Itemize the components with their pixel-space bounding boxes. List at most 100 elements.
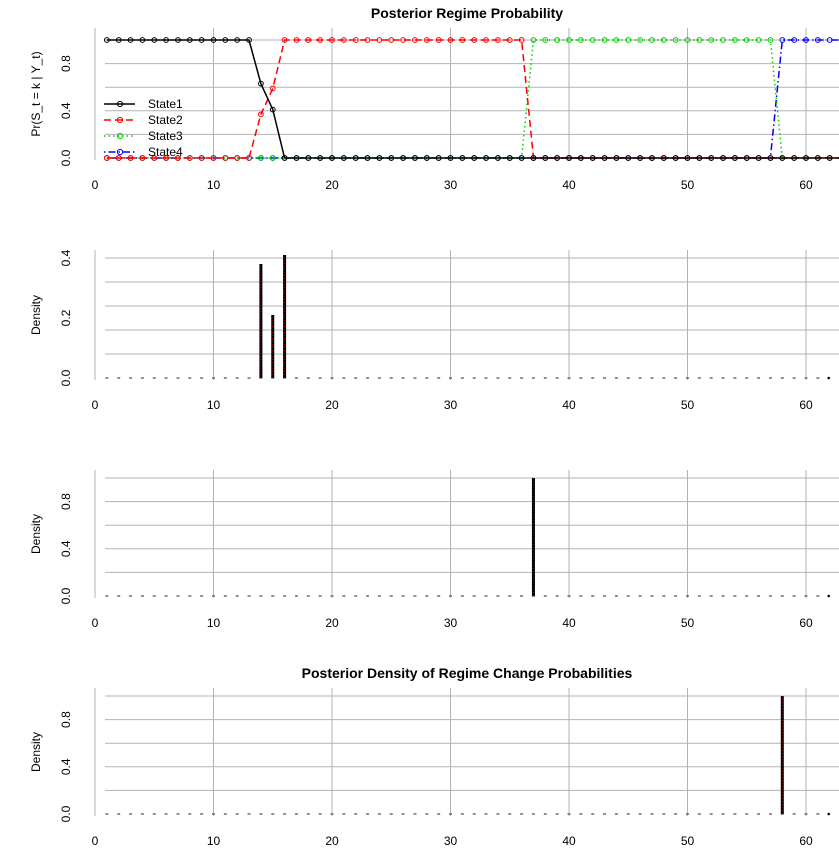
data-point <box>447 155 454 161</box>
data-point <box>637 37 643 43</box>
x-tick-label: 50 <box>681 616 695 630</box>
panel-3: 0 10 20 30 40 50 60 0.0 0.4 0.8 Density <box>29 470 839 630</box>
x-tick-label: 10 <box>207 616 221 630</box>
data-point <box>684 155 691 161</box>
data-point <box>506 37 513 43</box>
data-point <box>175 155 181 161</box>
data-point <box>103 155 110 161</box>
x-tick-label: 60 <box>799 616 813 630</box>
x-tick-label: 0 <box>92 398 99 412</box>
data-point <box>127 155 134 161</box>
data-point <box>826 155 833 161</box>
data-point <box>163 37 170 43</box>
x-tick-label: 40 <box>562 398 576 412</box>
data-point <box>660 155 667 161</box>
x-tick-label: 60 <box>799 398 813 412</box>
x-tick-label: 50 <box>681 178 695 192</box>
data-point <box>317 155 324 161</box>
y-axis-label: Pr(S_t = k | Y_t) <box>29 51 43 136</box>
data-point <box>447 37 454 43</box>
legend-label: State3 <box>148 129 183 143</box>
data-point <box>743 155 750 161</box>
data-point <box>577 155 584 161</box>
data-point <box>246 37 252 43</box>
data-point <box>175 37 181 43</box>
data-point <box>791 155 798 161</box>
data-point <box>755 155 762 161</box>
data-point <box>601 155 608 161</box>
data-point <box>388 155 395 161</box>
data-point <box>530 155 537 161</box>
data-point <box>613 155 620 161</box>
x-tick-label: 0 <box>92 834 99 848</box>
data-point <box>554 37 561 43</box>
data-point <box>269 106 276 113</box>
data-point <box>412 155 418 161</box>
data-point <box>708 37 715 43</box>
data-point <box>720 37 726 43</box>
data-point <box>696 155 703 161</box>
data-point <box>234 37 241 43</box>
y-axis-label: Density <box>29 514 43 554</box>
series-line <box>106 39 839 159</box>
data-point <box>186 155 193 161</box>
data-point <box>506 155 513 161</box>
data-point <box>720 155 726 161</box>
data-point <box>340 155 347 161</box>
data-point <box>400 37 407 43</box>
overflow-dot <box>827 376 830 380</box>
y-tick-label: 0.8 <box>59 711 73 728</box>
data-point <box>814 155 821 161</box>
data-point <box>743 37 750 43</box>
x-tick-label: 30 <box>444 834 458 848</box>
data-point <box>186 37 193 43</box>
y-tick-label: 0.4 <box>59 102 73 119</box>
x-tick-label: 30 <box>444 616 458 630</box>
data-point <box>317 37 324 43</box>
x-tick-label: 40 <box>562 178 576 192</box>
data-point <box>660 37 667 43</box>
data-point <box>305 155 312 161</box>
x-tick-label: 40 <box>562 616 576 630</box>
data-point <box>779 155 786 161</box>
data-point <box>672 37 679 43</box>
data-point <box>708 155 715 161</box>
overflow-dot <box>827 594 830 598</box>
data-point <box>210 155 217 161</box>
data-point <box>791 37 798 43</box>
data-point <box>258 111 264 118</box>
data-point <box>435 155 442 161</box>
data-point <box>696 37 703 43</box>
data-point <box>163 155 170 161</box>
data-point <box>779 37 786 43</box>
x-tick-label: 60 <box>799 834 813 848</box>
data-point <box>767 155 774 161</box>
y-tick-label: 0.0 <box>59 149 73 166</box>
data-point <box>198 155 205 161</box>
data-point <box>767 37 774 43</box>
y-axis-label: Density <box>29 295 43 335</box>
data-point <box>234 155 241 161</box>
x-tick-label: 10 <box>207 398 221 412</box>
series-state2 <box>103 37 839 161</box>
data-point <box>258 80 264 87</box>
data-point <box>732 37 738 43</box>
data-point <box>412 37 418 43</box>
legend-swatch-marker <box>116 116 124 124</box>
data-point <box>246 155 252 161</box>
data-point <box>305 37 312 43</box>
series-state4 <box>103 37 839 161</box>
data-point <box>281 155 288 161</box>
legend-label: State1 <box>148 97 183 111</box>
data-point <box>222 37 229 43</box>
y-axis-label: Density <box>29 732 43 772</box>
data-point <box>684 37 691 43</box>
data-point <box>577 37 584 43</box>
data-point <box>376 155 383 161</box>
data-point <box>495 155 501 161</box>
data-point <box>329 155 335 161</box>
x-tick-label: 20 <box>325 398 339 412</box>
data-point <box>483 37 489 43</box>
legend-label: State4 <box>148 145 183 159</box>
data-point <box>566 37 572 43</box>
